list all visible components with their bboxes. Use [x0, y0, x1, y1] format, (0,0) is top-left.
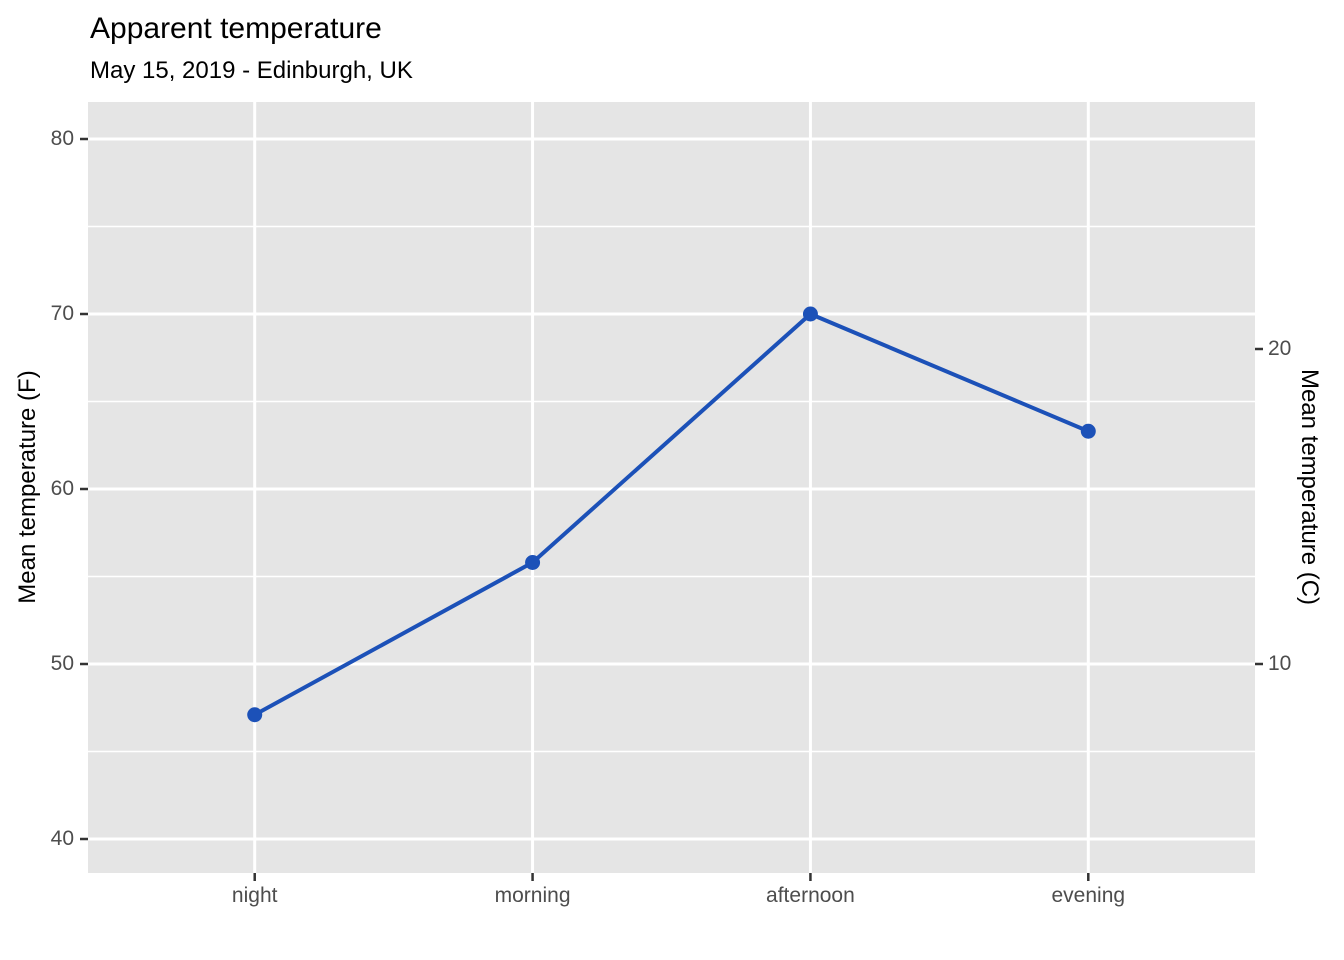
y-tick-label-left: 60: [50, 477, 74, 500]
data-point: [525, 555, 541, 570]
x-tick-label: morning: [494, 884, 571, 907]
x-tick-label: night: [231, 884, 278, 907]
y-tick-label-right: 10: [1268, 652, 1292, 675]
y-axis-title-right: Mean temperature (C): [1296, 368, 1323, 606]
chart-title: Apparent temperature: [90, 12, 382, 45]
y-tick-label-left: 40: [50, 827, 74, 850]
y-tick-label-left: 50: [50, 652, 74, 675]
x-tick-label: afternoon: [766, 884, 855, 907]
data-point: [1080, 423, 1096, 439]
chart-subtitle: May 15, 2019 - Edinburgh, UK: [90, 57, 413, 84]
temperature-line: [253, 311, 1090, 717]
x-tick-label: evening: [1051, 884, 1126, 907]
y-tick-label-right: 20: [1268, 337, 1292, 360]
y-tick-label-left: 70: [50, 302, 74, 325]
data-point: [247, 707, 263, 723]
y-tick-label-left: 80: [50, 127, 74, 150]
data-point: [802, 306, 818, 322]
